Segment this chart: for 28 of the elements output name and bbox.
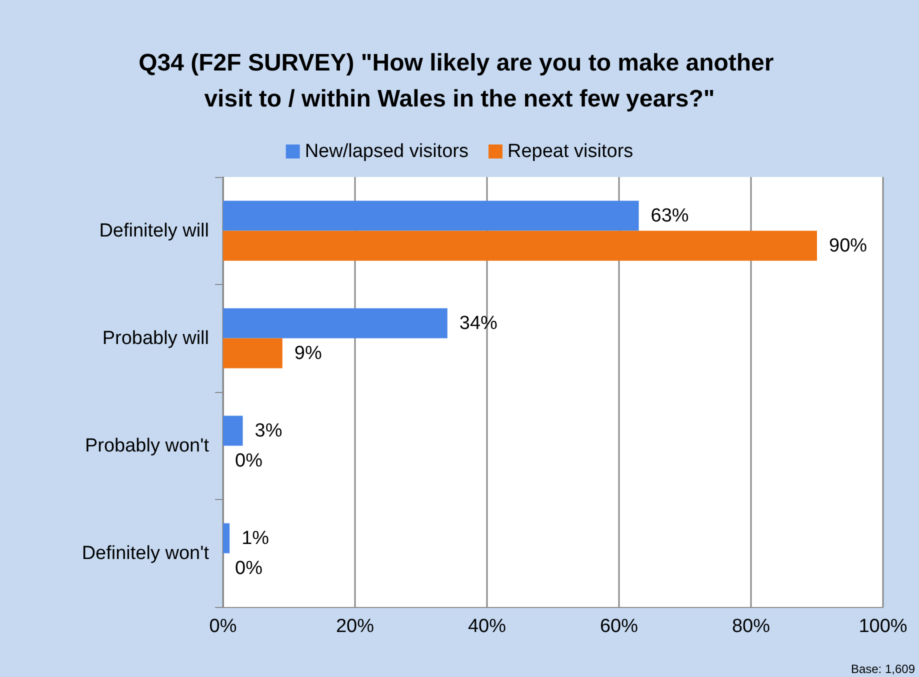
legend-label: Repeat visitors — [508, 141, 634, 162]
x-tick-label: 100% — [858, 616, 908, 637]
x-tick-label: 20% — [336, 616, 374, 637]
data-label: 34% — [459, 312, 498, 334]
y-tick-label: Definitely will — [99, 220, 209, 242]
text: Base: 1,609 — [850, 662, 916, 676]
bar — [223, 200, 639, 231]
bar — [223, 308, 448, 338]
data-label: 0% — [235, 558, 263, 579]
data-label: 0% — [235, 450, 263, 472]
data-label: 9% — [294, 342, 322, 364]
y-tick-label: Probably will — [102, 328, 209, 349]
chart-title: Q34 (F2F SURVEY) "How likely are you to make another visit to / within Wales in the next few years?" — [138, 50, 780, 112]
x-tick-label: 40% — [468, 616, 506, 637]
legend-label: New/lapsed visitors — [304, 141, 469, 162]
bar — [223, 338, 282, 368]
bar — [223, 523, 230, 554]
y-tick-label: Definitely won't — [82, 542, 210, 564]
data-label: 1% — [242, 528, 270, 549]
x-tick-label: 0% — [209, 616, 237, 637]
bar — [223, 416, 243, 446]
x-tick-label: 80% — [732, 616, 770, 637]
bar — [223, 230, 817, 261]
x-tick-label: 60% — [600, 616, 638, 637]
data-label: 3% — [254, 420, 282, 442]
data-label: 90% — [829, 235, 868, 256]
y-tick-label: Probably won't — [84, 435, 210, 456]
data-label: 63% — [650, 205, 689, 226]
